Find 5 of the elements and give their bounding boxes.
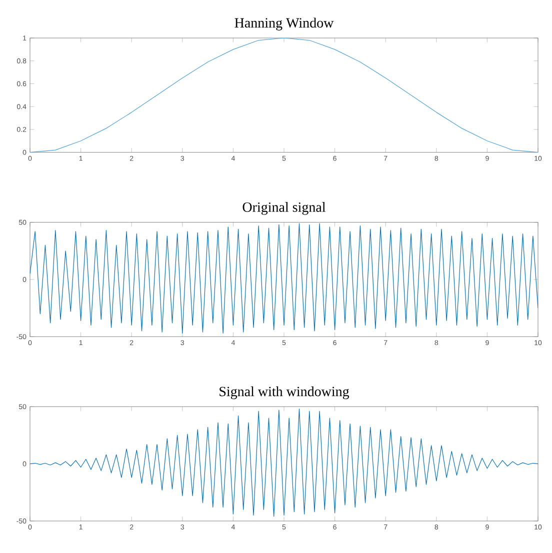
line-series bbox=[30, 408, 538, 517]
chart-title: Original signal bbox=[242, 202, 326, 215]
line-series bbox=[30, 223, 538, 334]
chart-title: Hanning Window bbox=[234, 18, 334, 30]
chart-title: Signal with windowing bbox=[220, 386, 350, 400]
